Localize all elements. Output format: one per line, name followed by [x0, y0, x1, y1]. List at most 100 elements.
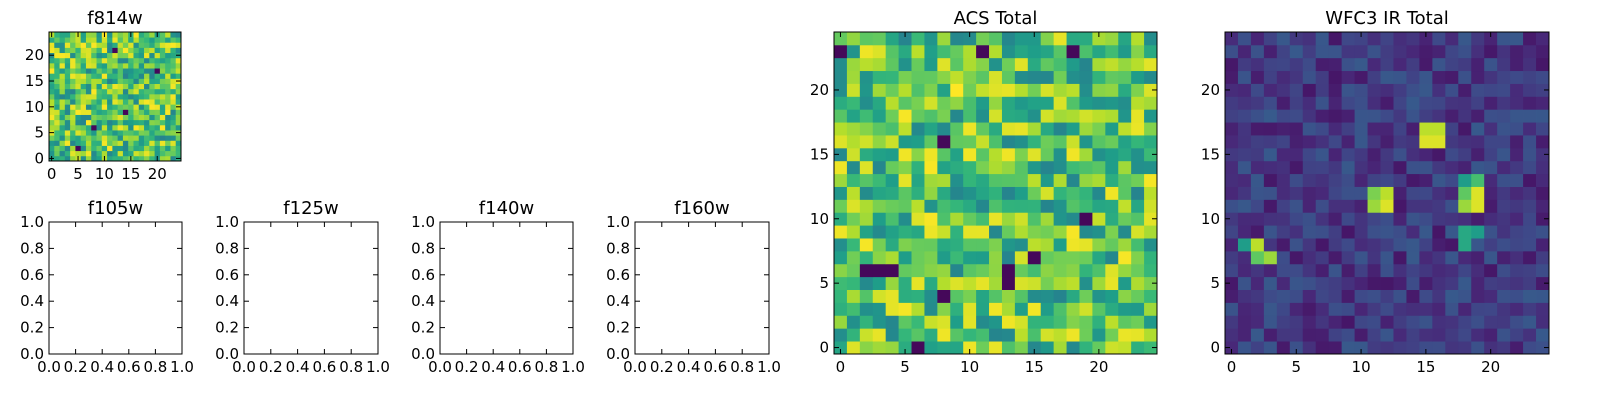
- heatmap-cell: [85, 135, 92, 141]
- heatmap-cell: [898, 109, 912, 123]
- heatmap-cell: [112, 73, 119, 79]
- heatmap-cell: [122, 145, 129, 152]
- heatmap-cell: [1393, 173, 1407, 187]
- heatmap-cell: [1079, 238, 1093, 252]
- heatmap-cell: [1393, 147, 1407, 162]
- heatmap-cells: [1225, 32, 1550, 355]
- heatmap-cell: [1419, 289, 1433, 303]
- x-tick-label: 0.8: [143, 358, 167, 376]
- heatmap-cell: [834, 57, 848, 72]
- heatmap-cell: [1225, 250, 1239, 265]
- heatmap-cell: [911, 276, 925, 290]
- heatmap-cell: [859, 44, 874, 59]
- heatmap-cell: [49, 145, 55, 152]
- heatmap-cell: [80, 52, 87, 59]
- heatmap-cell: [1497, 109, 1511, 123]
- heatmap-cell: [1105, 173, 1119, 187]
- heatmap-cell: [846, 289, 861, 303]
- heatmap-cell: [924, 160, 938, 175]
- heatmap-cell: [1131, 199, 1145, 213]
- heatmap-cell: [1484, 276, 1498, 290]
- heatmap-cell: [1001, 250, 1016, 265]
- heatmap-cell: [1497, 212, 1511, 226]
- heatmap-cell: [1144, 44, 1158, 59]
- heatmap-cell: [911, 147, 925, 162]
- heatmap-cell: [112, 93, 119, 100]
- heatmap-cell: [1237, 173, 1252, 187]
- heatmap-cell: [1053, 263, 1067, 278]
- heatmap-cell: [75, 109, 82, 115]
- heatmap-cell: [1001, 135, 1016, 149]
- heatmap-cell: [154, 145, 161, 152]
- heatmap-cell: [1250, 57, 1265, 72]
- heatmap-cell: [1144, 70, 1158, 84]
- heatmap-cell: [859, 83, 874, 97]
- heatmap-cell: [133, 93, 140, 100]
- axes-frame: [1224, 31, 1550, 355]
- heatmap-cell: [117, 104, 124, 110]
- heatmap-cell: [1250, 70, 1265, 84]
- heatmap-cell: [49, 37, 55, 43]
- heatmap-cell: [1471, 263, 1485, 278]
- heatmap-cell: [1027, 147, 1042, 162]
- heatmap-cell: [1225, 302, 1239, 316]
- heatmap-cell: [1276, 173, 1291, 187]
- heatmap-cell: [1406, 289, 1420, 303]
- heatmap-cell: [1354, 250, 1368, 265]
- heatmap-cell: [1302, 250, 1317, 265]
- heatmap-cell: [64, 150, 71, 157]
- heatmap-cell: [1276, 32, 1291, 46]
- heatmap-cell: [1523, 96, 1537, 110]
- heatmap-cell: [175, 145, 182, 152]
- heatmap-cell: [138, 47, 145, 54]
- heatmap-cell: [1458, 199, 1472, 213]
- heatmap-cell: [1471, 186, 1485, 200]
- heatmap-cell: [165, 93, 171, 100]
- heatmap-cell: [128, 68, 134, 74]
- heatmap-cell: [937, 109, 951, 123]
- heatmap-cell: [859, 70, 874, 84]
- heatmap-cell: [1380, 122, 1394, 136]
- heatmap-cell: [885, 109, 899, 123]
- heatmap-cell: [1510, 315, 1524, 329]
- heatmap-cell: [91, 150, 97, 157]
- heatmap-cell: [1131, 263, 1145, 278]
- heatmap-cell: [1302, 96, 1317, 110]
- heatmap-cell: [1380, 315, 1394, 329]
- heatmap-cell: [1471, 315, 1485, 329]
- heatmap-cell: [1289, 328, 1304, 342]
- heatmap-cell: [96, 155, 103, 162]
- heatmap-cell: [159, 140, 166, 146]
- heatmap-cell: [64, 155, 71, 162]
- x-tick-label: 15: [1416, 358, 1435, 376]
- heatmap-cell: [1393, 199, 1407, 213]
- heatmap-cell: [117, 150, 124, 157]
- heatmap-cell: [1092, 83, 1106, 97]
- heatmap-cell: [1276, 289, 1291, 303]
- heatmap-cell: [1380, 83, 1394, 97]
- heatmap-cell: [872, 341, 887, 355]
- heatmap-cell: [885, 263, 899, 278]
- heatmap-cell: [1131, 341, 1145, 355]
- heatmap-cell: [1053, 186, 1067, 200]
- heatmap-cell: [1302, 109, 1317, 123]
- heatmap-cell: [1014, 289, 1029, 303]
- heatmap-cell: [91, 109, 97, 115]
- heatmap-cell: [59, 73, 66, 79]
- heatmap-cell: [1001, 289, 1016, 303]
- heatmap-cell: [1250, 44, 1265, 59]
- heatmap-cell: [1445, 302, 1459, 316]
- heatmap-cell: [1445, 109, 1459, 123]
- heatmap-cell: [1289, 83, 1304, 97]
- heatmap-cell: [989, 109, 1003, 123]
- heatmap-cell: [1092, 135, 1106, 149]
- heatmap-cell: [159, 145, 166, 152]
- heatmap-cell: [1001, 199, 1016, 213]
- heatmap-cell: [1263, 44, 1278, 59]
- heatmap-cell: [1302, 341, 1317, 355]
- heatmap-cell: [1105, 250, 1119, 265]
- heatmap-cell: [1419, 225, 1433, 239]
- heatmap-cell: [924, 341, 938, 355]
- heatmap-cell: [885, 160, 899, 175]
